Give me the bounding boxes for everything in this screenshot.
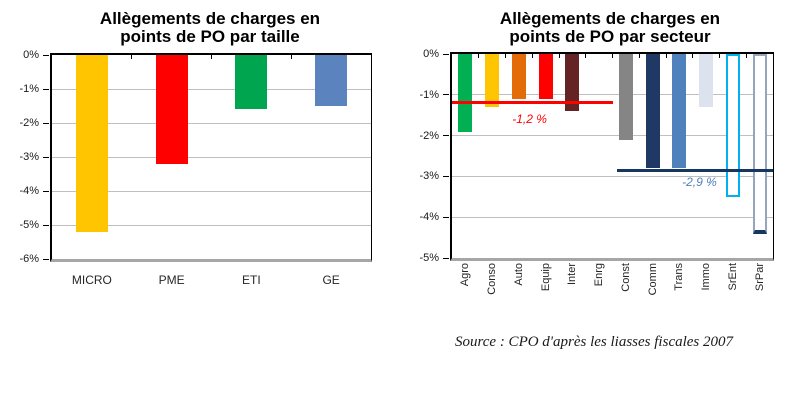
chart-title-line1: Allègements de charges en <box>99 9 321 28</box>
plot-area-taille: 0% -1% -2% -3% -4% -5% -6% MICRO PME ETI GE <box>19 49 372 287</box>
x-axis-label-ge: GE <box>322 273 340 287</box>
gridline <box>52 122 371 124</box>
x-axis-label-conso: Conso <box>486 263 499 295</box>
y-tick-label: -2% <box>19 117 39 129</box>
y-tick-label: -4% <box>19 185 39 197</box>
chart-allegements-par-taille: Allègements de charges en points de PO p… <box>8 6 386 306</box>
source-note: Source : CPO d'après les liasses fiscale… <box>454 334 734 350</box>
y-tick-label: -4% <box>419 211 439 224</box>
x-axis-label-auto: Auto <box>512 263 525 286</box>
reference-line <box>452 101 613 105</box>
gridline <box>452 94 773 96</box>
y-tick-label: -1% <box>19 83 39 95</box>
x-axis-label-trans: Trans <box>673 263 686 291</box>
reference-line <box>616 168 773 172</box>
y-tick-label: 0% <box>23 49 39 61</box>
y-axis-tick <box>443 53 449 55</box>
category-axis-tick <box>692 54 694 58</box>
reference-line-label: -1,2 % <box>512 112 547 126</box>
category-axis-tick <box>612 54 613 58</box>
plot-area-secteur: 0% -1% -2% -3% -4% -5% Agro Conso Auto Equip Inter… <box>419 48 774 295</box>
x-axis-label-agro: Agro <box>459 263 472 287</box>
bar-agro <box>458 54 473 132</box>
bar-srent <box>725 54 740 197</box>
category-axis-tick <box>719 54 720 58</box>
x-axis-label-comm: Comm <box>646 263 659 296</box>
gridline <box>52 190 371 192</box>
category-axis-tick <box>505 54 506 58</box>
x-axis-label-equip: Equip <box>539 263 552 292</box>
bar-eti <box>235 55 268 110</box>
y-tick-label: -3% <box>419 170 439 183</box>
gridline <box>52 88 371 90</box>
category-axis-tick <box>665 54 667 58</box>
category-axis-tick <box>478 54 480 58</box>
y-tick-label: 0% <box>423 48 439 60</box>
chart-title-taille: Allègements de charges en points de PO p… <box>50 10 370 46</box>
category-axis-tick <box>290 55 292 59</box>
gridline <box>452 135 773 137</box>
bar-inter <box>565 54 580 112</box>
y-axis-tick <box>43 156 49 158</box>
bar-const <box>618 54 633 140</box>
y-tick-label: -5% <box>19 219 39 231</box>
reference-line-label: -2,9 % <box>682 175 717 189</box>
category-axis-tick <box>585 54 587 58</box>
bar-trans <box>672 54 687 169</box>
gridline <box>452 175 773 177</box>
chart-title-line2: points de PO par taille <box>120 27 300 46</box>
x-axis-label-srpar: SrPar <box>753 263 766 292</box>
y-tick-label: -3% <box>19 151 39 163</box>
y-axis-tick <box>443 216 449 218</box>
x-axis-label-inter: Inter <box>566 263 579 286</box>
bar-equip <box>538 54 553 99</box>
bar-srpar <box>752 54 767 234</box>
y-tick-label: -5% <box>419 252 439 264</box>
y-axis-tick <box>43 258 49 260</box>
y-tick-label: -6% <box>19 253 39 265</box>
bar-micro <box>75 55 108 232</box>
y-axis-tick <box>43 224 49 226</box>
chart-title-line1: Allègements de charges en <box>499 9 721 28</box>
bar-conso <box>485 54 500 108</box>
x-axis-label-immo: Immo <box>700 263 713 291</box>
x-axis-label-eti: ETI <box>242 273 261 287</box>
bar-comm <box>645 54 660 169</box>
gridline <box>52 156 371 158</box>
chart-title-secteur: Allègements de charges en points de PO p… <box>450 10 770 46</box>
y-axis-tick <box>443 175 449 177</box>
y-axis-tick <box>43 54 49 56</box>
category-axis-tick <box>745 54 747 58</box>
x-axis-label-pme: PME <box>158 273 185 287</box>
x-axis-label-micro: MICRO <box>71 273 112 287</box>
gridline <box>52 224 371 226</box>
category-axis-tick <box>558 54 560 58</box>
bar-pme <box>155 55 188 164</box>
y-axis-tick <box>443 135 449 137</box>
bar-auto <box>511 54 526 99</box>
x-axis-label-enrg: Enrg <box>593 263 606 287</box>
y-axis-tick <box>43 122 49 124</box>
y-axis-tick <box>43 88 49 90</box>
chart-allegements-par-secteur: Allègements de charges en points de PO p… <box>400 6 788 326</box>
category-axis-tick <box>638 54 640 58</box>
bar-ge <box>315 55 348 106</box>
chart-title-line2: points de PO par secteur <box>509 27 711 46</box>
category-axis-tick <box>131 55 133 59</box>
y-axis-tick <box>443 94 449 96</box>
x-axis-label-const: Const <box>619 263 632 292</box>
category-axis-tick <box>531 54 533 58</box>
x-axis-label-srent: SrEnt <box>726 263 739 291</box>
gridline <box>452 216 773 218</box>
y-tick-label: -1% <box>419 88 439 101</box>
bar-immo <box>699 54 714 108</box>
category-axis-tick <box>211 55 212 59</box>
y-axis-tick <box>43 190 49 192</box>
y-axis-tick <box>443 257 449 259</box>
y-tick-label: -2% <box>419 129 439 142</box>
